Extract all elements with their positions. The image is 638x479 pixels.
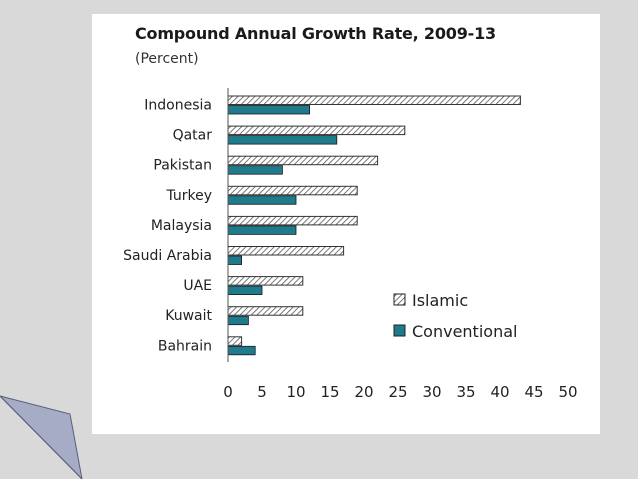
chart-title: Compound Annual Growth Rate, 2009-13 — [135, 24, 496, 43]
bar-islamic — [227, 215, 358, 226]
bar-islamic — [227, 276, 304, 286]
x-tick-label: 5 — [257, 383, 267, 401]
bar-islamic — [227, 306, 304, 316]
chart-subtitle: (Percent) — [135, 51, 199, 67]
category-label: UAE — [183, 278, 212, 294]
legend-label-conventional: Conventional — [412, 322, 517, 341]
category-label: Pakistan — [153, 158, 212, 174]
bar-islamic — [227, 95, 521, 105]
x-tick-label: 10 — [286, 383, 305, 401]
category-label: Bahrain — [158, 338, 212, 354]
category-label: Saudi Arabia — [123, 248, 212, 264]
x-tick-label: 20 — [354, 383, 373, 401]
bar-islamic — [227, 155, 379, 166]
x-tick-label: 50 — [558, 383, 577, 401]
category-label: Turkey — [165, 188, 212, 204]
bar-islamic — [227, 246, 345, 256]
bar-islamic — [227, 336, 243, 346]
bar-conventional — [227, 165, 283, 175]
bar-conventional — [227, 135, 338, 145]
bar-conventional — [227, 225, 297, 235]
bar-conventional — [227, 105, 310, 115]
legend-label-islamic: Islamic — [412, 291, 468, 310]
x-tick-label: 40 — [490, 383, 509, 401]
x-tick-label: 15 — [320, 383, 339, 401]
x-tick-label: 30 — [422, 383, 441, 401]
category-label: Kuwait — [165, 308, 212, 324]
bar-conventional — [227, 315, 249, 326]
x-tick-label: 0 — [223, 383, 233, 401]
category-label: Qatar — [173, 128, 213, 144]
x-tick-label: 45 — [524, 383, 543, 401]
legend-swatch-conventional — [393, 324, 406, 337]
bar-conventional — [227, 195, 297, 205]
bar-conventional — [227, 255, 242, 265]
bar-islamic — [227, 125, 406, 136]
bar-conventional — [227, 285, 263, 296]
category-label: Malaysia — [151, 218, 212, 234]
x-tick-label: 25 — [388, 383, 407, 401]
category-label: Indonesia — [144, 98, 212, 114]
x-tick-label: 35 — [456, 383, 475, 401]
fold-edge — [0, 395, 83, 479]
bar-conventional — [227, 345, 256, 356]
legend-swatch-islamic — [393, 293, 406, 306]
bar-islamic — [227, 185, 358, 196]
